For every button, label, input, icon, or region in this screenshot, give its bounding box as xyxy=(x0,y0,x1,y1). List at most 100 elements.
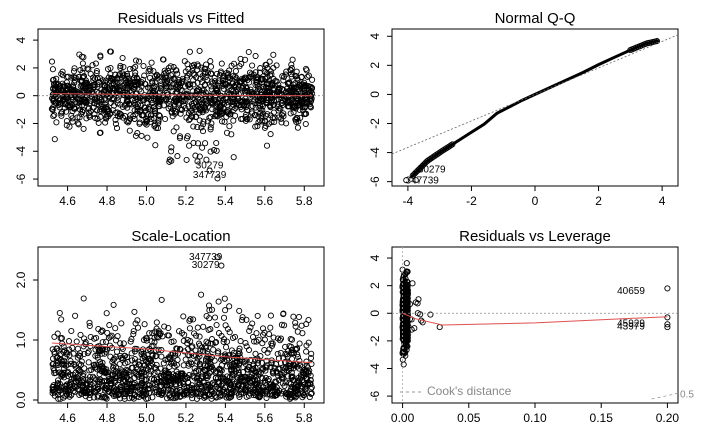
data-point xyxy=(101,83,108,90)
data-point xyxy=(208,306,216,313)
data-point xyxy=(192,347,199,354)
data-point xyxy=(270,51,277,58)
data-point xyxy=(110,301,117,308)
data-point xyxy=(294,124,301,131)
data-point xyxy=(163,77,171,84)
point-label: 347739 xyxy=(189,252,223,263)
data-point xyxy=(254,380,261,388)
data-point xyxy=(130,328,137,335)
point-label: 43979 xyxy=(617,322,645,333)
data-point xyxy=(131,115,138,122)
data-point xyxy=(189,88,196,95)
data-point xyxy=(182,83,189,90)
data-point xyxy=(277,349,284,356)
data-point xyxy=(112,391,119,398)
data-point xyxy=(102,338,110,345)
data-point xyxy=(118,111,125,118)
data-point xyxy=(306,380,313,387)
data-point xyxy=(664,321,671,328)
data-point xyxy=(292,394,299,401)
data-point xyxy=(278,119,285,126)
data-point xyxy=(93,67,100,75)
data-point xyxy=(223,344,230,351)
data-point xyxy=(107,333,114,340)
data-point xyxy=(267,112,274,119)
data-point xyxy=(114,369,121,376)
data-point xyxy=(166,83,173,90)
data-point xyxy=(122,360,129,367)
x-tick-label: 5.6 xyxy=(256,411,273,425)
data-point xyxy=(158,391,165,398)
data-point xyxy=(195,367,202,374)
data-point xyxy=(136,361,143,368)
data-point xyxy=(172,96,179,103)
data-point xyxy=(244,366,251,373)
data-point xyxy=(148,375,155,382)
data-point xyxy=(280,113,287,120)
data-point xyxy=(172,394,179,401)
qq-points xyxy=(403,38,661,184)
y-tick-label: 2 xyxy=(368,282,382,289)
data-point xyxy=(206,114,213,121)
data-point xyxy=(117,62,124,69)
data-point xyxy=(123,118,130,125)
data-point xyxy=(181,348,188,355)
data-point xyxy=(124,97,131,104)
data-point xyxy=(124,85,131,92)
data-point xyxy=(431,152,438,159)
data-point xyxy=(79,378,86,385)
data-point xyxy=(436,149,443,156)
data-point xyxy=(204,348,211,355)
data-point xyxy=(198,124,205,131)
data-point xyxy=(191,330,198,337)
data-point xyxy=(55,347,62,354)
data-point xyxy=(267,104,274,111)
data-point xyxy=(264,64,271,71)
data-point xyxy=(189,395,196,402)
data-point xyxy=(148,84,155,91)
data-point xyxy=(224,102,231,109)
data-point xyxy=(267,324,274,331)
data-point xyxy=(116,390,123,397)
point-label: 40659 xyxy=(617,286,645,297)
data-point xyxy=(218,262,225,269)
data-point xyxy=(175,80,183,87)
data-point xyxy=(206,307,213,314)
data-point xyxy=(242,360,249,367)
data-point xyxy=(68,327,75,335)
data-point xyxy=(262,387,269,394)
data-point xyxy=(81,83,88,90)
data-point xyxy=(664,285,671,292)
data-point xyxy=(200,121,207,128)
data-point xyxy=(272,378,279,385)
data-point xyxy=(51,82,58,89)
data-point xyxy=(273,379,280,386)
data-point xyxy=(104,369,111,376)
data-point xyxy=(123,85,131,92)
data-point xyxy=(218,110,225,117)
data-point xyxy=(106,322,113,329)
data-point xyxy=(174,387,181,395)
data-point xyxy=(184,72,191,79)
data-point xyxy=(204,76,211,83)
data-point xyxy=(68,392,75,399)
data-point xyxy=(87,82,94,90)
data-point xyxy=(240,389,247,396)
data-point xyxy=(110,362,117,369)
data-point xyxy=(278,371,286,378)
data-point xyxy=(239,314,246,321)
data-point xyxy=(213,100,221,107)
data-point xyxy=(95,325,102,333)
data-point xyxy=(131,107,138,114)
data-point xyxy=(248,371,255,379)
data-point xyxy=(202,69,209,76)
data-point xyxy=(155,330,162,337)
data-point xyxy=(289,56,296,63)
data-point xyxy=(77,368,84,375)
data-point xyxy=(119,355,126,362)
data-point xyxy=(131,356,139,363)
data-point xyxy=(74,120,82,127)
data-point xyxy=(150,90,157,97)
panel-1: Residuals vs Fitted 4.6 4.8 5.0 5.2 5.4 5.6 5.8… xyxy=(14,10,325,208)
